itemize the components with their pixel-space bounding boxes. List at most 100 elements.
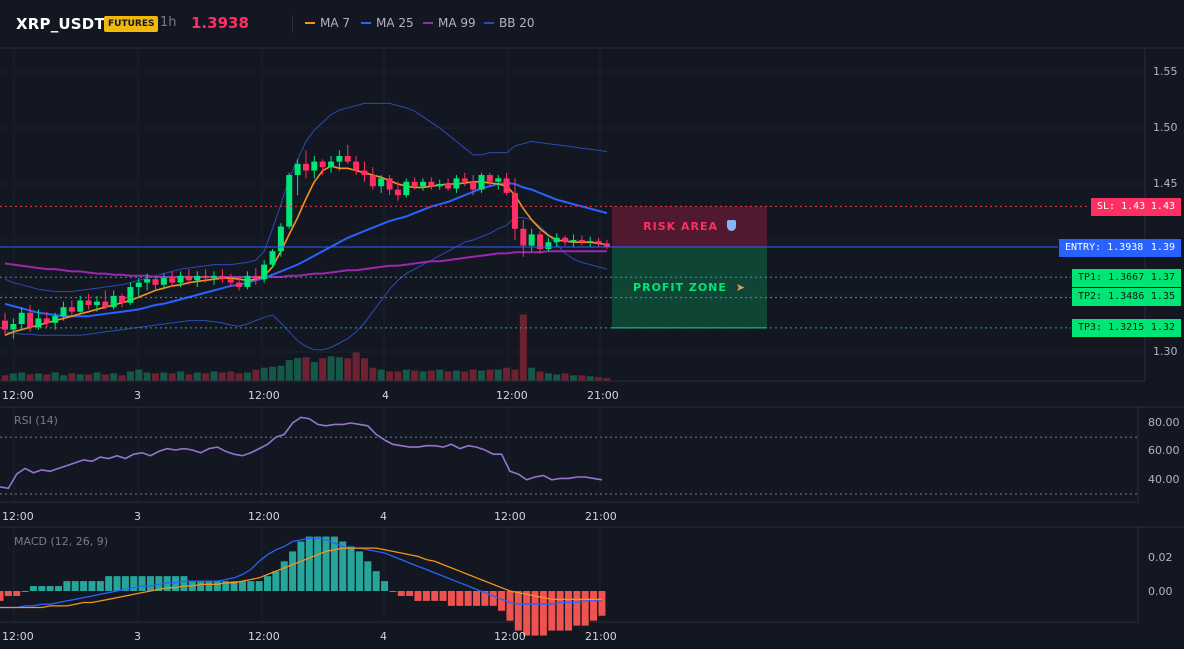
candle-body — [102, 301, 109, 308]
candle-body — [185, 275, 192, 281]
candle-body — [144, 279, 151, 283]
candle-body — [43, 318, 50, 323]
candle-body — [35, 318, 42, 328]
legend-ma99[interactable]: MA 99 — [423, 16, 476, 30]
risk-area-label: RISK AREA — [612, 220, 767, 233]
time-tick: 21:00 — [585, 630, 617, 643]
volume-bar — [503, 367, 511, 381]
volume-bar — [478, 370, 486, 381]
macd-histogram-bar — [464, 591, 472, 606]
candle-body — [486, 175, 493, 182]
volume-bar — [344, 358, 352, 381]
candle-body — [328, 161, 335, 168]
macd-histogram-bar — [389, 591, 397, 592]
macd-histogram-bar — [347, 546, 355, 591]
macd-histogram-bar — [514, 591, 522, 631]
tp2-tag[interactable]: TP2: 1.3486 1.35 — [1072, 288, 1181, 306]
volume-bar — [352, 352, 360, 381]
macd-histogram-bar — [222, 581, 230, 591]
legend-ma25-label: MA 25 — [376, 16, 414, 30]
legend-ma25[interactable]: MA 25 — [361, 16, 414, 30]
rocket-icon: ➤ — [735, 281, 746, 294]
candle-body — [428, 181, 435, 187]
volume-bar — [553, 374, 561, 381]
macd-histogram-bar — [205, 581, 213, 591]
candle-body — [27, 312, 34, 328]
macd-histogram-bar — [330, 536, 338, 591]
macd-histogram-bar — [138, 576, 146, 591]
macd-histogram-bar — [13, 591, 21, 596]
candle-body — [420, 181, 426, 187]
macd-histogram-bar — [431, 591, 439, 601]
volume-bar — [595, 377, 603, 381]
bb-lower-line — [4, 217, 608, 351]
macd-histogram-bar — [314, 536, 322, 591]
tp1-tag[interactable]: TP1: 1.3667 1.37 — [1072, 269, 1181, 287]
time-tick: 12:00 — [248, 630, 280, 643]
time-tick: 12:00 — [2, 510, 34, 523]
volume-bar — [168, 373, 176, 381]
volume-bar — [369, 367, 377, 381]
legend-ma7[interactable]: MA 7 — [305, 16, 350, 30]
time-tick: 12:00 — [248, 389, 280, 402]
macd-histogram-bar — [280, 561, 288, 591]
volume-bar — [252, 369, 260, 381]
rsi-title[interactable]: RSI (14) — [14, 414, 58, 427]
time-tick: 4 — [382, 389, 389, 402]
volume-bar — [327, 356, 335, 381]
candle-body — [378, 178, 385, 187]
volume-bar — [43, 374, 51, 381]
shield-icon — [726, 220, 736, 231]
legend-ma99-label: MA 99 — [438, 16, 476, 30]
candle-body — [461, 178, 468, 182]
candle-body — [595, 241, 602, 244]
volume-bar — [243, 372, 251, 381]
macd-histogram-bar — [364, 561, 372, 591]
legend-bb20[interactable]: BB 20 — [484, 16, 535, 30]
price-tick: 1.30 — [1153, 345, 1178, 358]
grid-lines — [0, 47, 1184, 622]
candle-body — [244, 275, 251, 288]
macd-histogram-bar — [55, 586, 63, 591]
volume-bar — [110, 373, 118, 381]
macd-histogram-bar — [255, 581, 263, 591]
macd-histogram-bar — [414, 591, 422, 601]
ma99-swatch — [423, 22, 433, 24]
candle-body — [511, 192, 518, 229]
volume-bar — [319, 358, 327, 381]
sl-tag[interactable]: SL: 1.43 1.43 — [1091, 198, 1181, 216]
volume-bar — [419, 371, 427, 381]
macd-histogram-bar — [531, 591, 539, 636]
candle-body — [227, 279, 234, 283]
volume-bar — [160, 372, 168, 381]
macd-title[interactable]: MACD (12, 26, 9) — [14, 535, 109, 548]
macd-histogram-bar — [297, 541, 305, 591]
price-tick: 1.45 — [1153, 177, 1178, 190]
volume-bar — [18, 372, 26, 381]
candle-body — [344, 156, 351, 162]
time-tick: 12:00 — [494, 630, 526, 643]
sl-label: SL: 1.43 — [1097, 201, 1146, 212]
volume-bar — [586, 376, 594, 381]
candle-body — [93, 301, 100, 305]
macd-histogram-bar — [146, 576, 154, 591]
tp3-tag[interactable]: TP3: 1.3215 1.32 — [1072, 319, 1181, 337]
candle-body — [119, 296, 126, 303]
macd-histogram-bar — [489, 591, 497, 606]
macd-histogram-bar — [247, 581, 255, 591]
symbol-name[interactable]: XRP_USDT — [16, 15, 105, 33]
macd-histogram-bar — [213, 581, 221, 591]
volume-bar — [9, 373, 17, 381]
macd-histogram-bar — [4, 591, 12, 596]
volume-bar — [277, 365, 285, 381]
entry-tag[interactable]: ENTRY: 1.3938 1.39 — [1059, 239, 1181, 257]
volume-bar — [85, 374, 93, 381]
ma7-line — [4, 165, 608, 336]
timeframe-selector[interactable]: 1h — [160, 15, 177, 30]
volume-bar — [427, 370, 435, 381]
candle-body — [160, 278, 167, 285]
macd-histogram-bar — [564, 591, 572, 631]
candle-body — [478, 175, 485, 190]
candle-body — [60, 307, 67, 317]
